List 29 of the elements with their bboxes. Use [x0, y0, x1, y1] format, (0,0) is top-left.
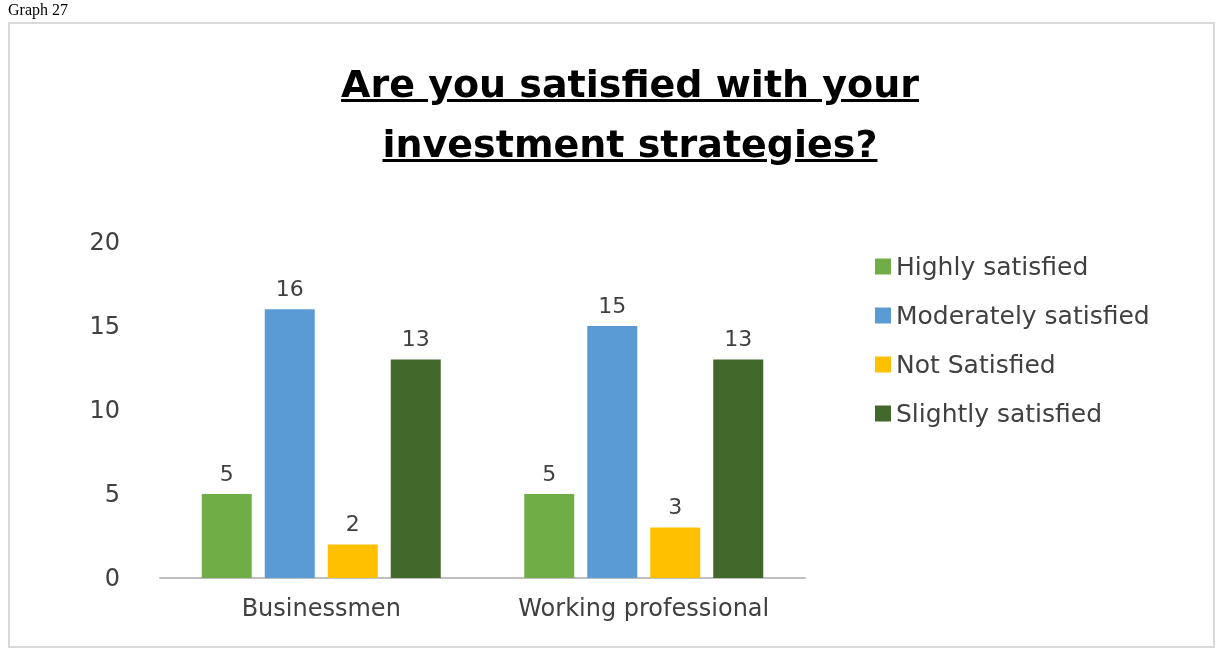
data-label: 5	[219, 460, 234, 486]
caption: Graph 27	[8, 1, 72, 18]
bar	[524, 494, 575, 578]
bar	[650, 527, 701, 578]
x-tick-label: Working professional	[518, 594, 770, 622]
data-label: 2	[345, 510, 360, 536]
data-label: 13	[724, 326, 753, 352]
legend-label: Highly satisfied	[896, 252, 1089, 281]
bar	[327, 544, 378, 578]
chart-title: Are you satisfied with your investment strategies?	[340, 61, 920, 168]
legend-label: Moderately satisfied	[896, 301, 1150, 330]
y-tick-label: 20	[89, 228, 120, 256]
data-label: 3	[668, 494, 683, 520]
legend-label: Slightly satisfied	[896, 399, 1103, 428]
bar	[713, 359, 764, 578]
bar	[390, 359, 441, 578]
bar	[264, 309, 315, 578]
x-tick-label: Businessmen	[241, 594, 401, 622]
data-label: 15	[598, 292, 627, 318]
legend-label: Not Satisfied	[896, 350, 1056, 379]
data-label: 16	[275, 275, 304, 301]
y-tick-label: 10	[89, 396, 120, 424]
bar	[587, 326, 638, 578]
y-tick-label: 15	[89, 312, 120, 340]
bar	[201, 494, 252, 578]
y-tick-label: 5	[104, 480, 120, 508]
data-label: 5	[542, 460, 557, 486]
data-label: 13	[401, 326, 430, 352]
y-tick-label: 0	[104, 564, 120, 592]
